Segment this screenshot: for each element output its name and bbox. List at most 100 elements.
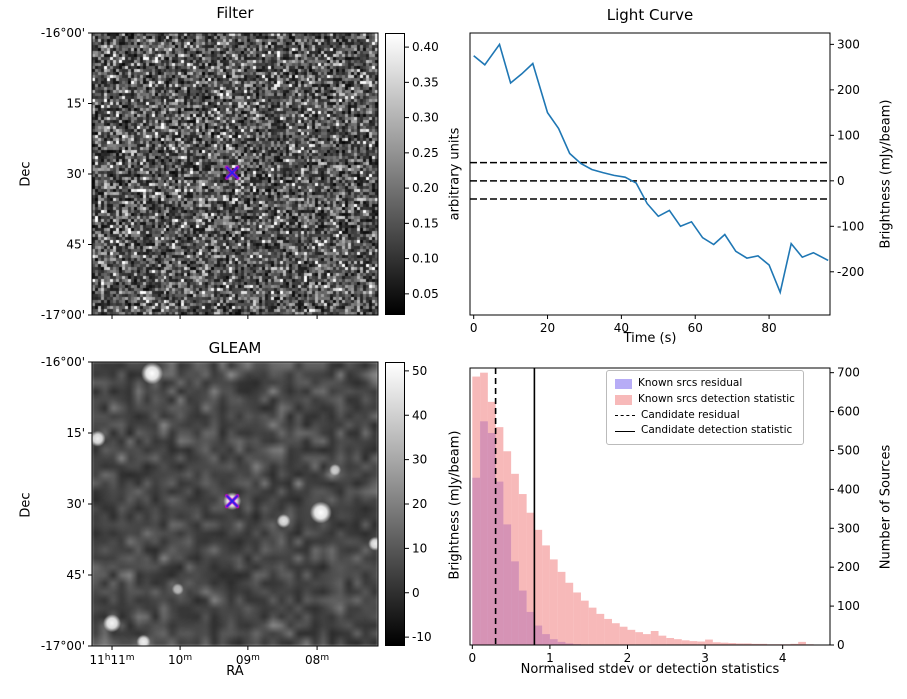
filter-colorbar [385,33,405,315]
legend-label-known-residual: Known srcs residual [638,377,743,389]
histogram-bar [798,641,806,645]
histogram-bar [658,635,667,645]
histogram-bar [557,571,566,645]
gleam-colorbar-tick-label: -10 [412,630,432,644]
y-tick-label: 100 [837,128,860,142]
histogram-bar [549,559,558,645]
y-tick-label: 500 [837,443,860,457]
y-tick-label: 15' [66,426,85,440]
filter-colorbar-tick-label: 0.20 [412,181,439,195]
legend-solid-line-icon [615,430,635,432]
histogram-bar [472,376,481,645]
light-curve-line [473,42,829,295]
gleam-title: GLEAM [208,339,262,357]
histogram-bar [542,545,550,645]
histogram-bar [503,451,512,645]
x-tick-label: 1 [546,651,554,665]
y-tick-label: 200 [837,560,860,574]
y-tick-label: 45' [66,568,85,582]
filter-colorbar-tick-label: 0.30 [412,111,439,125]
histogram-bar [705,639,713,645]
y-tick-label: 0 [837,638,845,652]
x-tick-label: 3 [701,651,709,665]
legend-item-known-detstat: Known srcs detection statistic [615,392,795,408]
y-tick-label: -200 [837,265,864,279]
gleam-xlabel: RA [226,664,244,679]
legend-label-known-detstat: Known srcs detection statistic [638,392,795,405]
filter-ylabel: Dec [18,161,34,187]
y-tick-label: -16°00' [41,355,85,369]
histogram-bar [681,640,690,645]
y-tick-label: -17°00' [41,639,85,653]
filter-colorbar-tick-label: 0.25 [412,146,439,160]
y-tick-label: 300 [837,521,860,535]
histogram-bar [790,643,799,645]
histogram-axis-frame [469,367,831,646]
histogram-bar [759,643,768,645]
x-tick-label: 4 [779,651,787,665]
filter-title: Filter [216,4,254,22]
histogram-bar [580,600,589,645]
gleam-colorbar-tick-label: 50 [412,364,427,378]
gleam-ylabel: Dec [18,492,34,518]
legend-item-candidate-detstat: Candidate detection statistic [615,423,795,439]
gleam-colorbar-tick-label: 20 [412,497,427,511]
light-curve-title: Light Curve [606,6,694,24]
filter-colorbar-tick-label: 0.15 [412,216,439,230]
histogram-bar [720,642,729,645]
histogram-bar [666,637,675,645]
histogram-bar [689,641,698,645]
y-tick-label: 200 [837,83,860,97]
gleam-colorbar-label: Brightness (mJy/beam) [447,430,463,580]
filter-image [92,33,378,315]
histogram-ylabel: Number of Sources [878,444,894,570]
x-tick-label: 10m [168,653,192,667]
histogram-bar [596,613,605,645]
x-tick-label: 80 [761,321,776,335]
histogram-bar [588,607,597,645]
y-tick-label: 600 [837,405,860,419]
filter-colorbar-tick-label: 0.35 [412,75,439,89]
histogram-bar [565,582,574,645]
histogram-bar [643,634,651,645]
gleam-colorbar [385,362,405,646]
histogram-bar [511,473,519,645]
histogram-bar [712,642,721,645]
legend-item-candidate-residual: Candidate residual [615,408,795,424]
legend-dashed-line-icon [615,414,635,416]
filter-colorbar-tick-label: 0.05 [412,287,439,301]
gleam-colorbar-tick-label: 40 [412,408,427,422]
histogram-bar [674,639,682,645]
histogram-bar [619,626,628,645]
filter-colorbar-tick-label: 0.10 [412,252,439,266]
y-tick-label: 30' [66,167,85,181]
histogram-bar [573,592,581,645]
y-tick-label: 100 [837,599,860,613]
histogram-bar [518,494,527,645]
histogram-bar [650,630,659,645]
filter-axis-frame [91,32,379,316]
y-tick-label: -16°00' [41,26,85,40]
filter-colorbar-label: arbitrary units [447,127,463,221]
y-tick-label: -100 [837,219,864,233]
legend-item-known-residual: Known srcs residual [615,376,795,392]
light-curve-axis-frame [469,32,831,316]
histogram-bar [736,643,744,645]
histogram-bar [495,427,504,645]
y-tick-label: 45' [66,238,85,252]
histogram-bar [635,632,644,645]
histogram-bar [487,401,496,645]
x-tick-label: 60 [688,321,703,335]
y-tick-label: 400 [837,482,860,496]
legend-label-candidate-residual: Candidate residual [641,408,740,421]
histogram-xlabel: Normalised stdev or detection statistics [520,662,780,677]
x-tick-label: 40 [614,321,629,335]
y-tick-label: 300 [837,37,860,51]
y-tick-label: 700 [837,366,860,380]
y-tick-label: -17°00' [41,308,85,322]
gleam-colorbar-tick-label: 30 [412,453,427,467]
histogram-bar [526,512,535,645]
gleam-colorbar-tick-label: 0 [412,586,420,600]
x-tick-label: 20 [540,321,555,335]
